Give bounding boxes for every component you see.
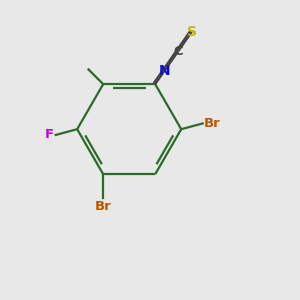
Text: Br: Br	[204, 117, 221, 130]
Text: S: S	[187, 25, 197, 39]
Text: C: C	[173, 45, 183, 58]
Text: N: N	[159, 64, 170, 78]
Text: Br: Br	[95, 200, 112, 212]
Text: F: F	[45, 128, 54, 142]
